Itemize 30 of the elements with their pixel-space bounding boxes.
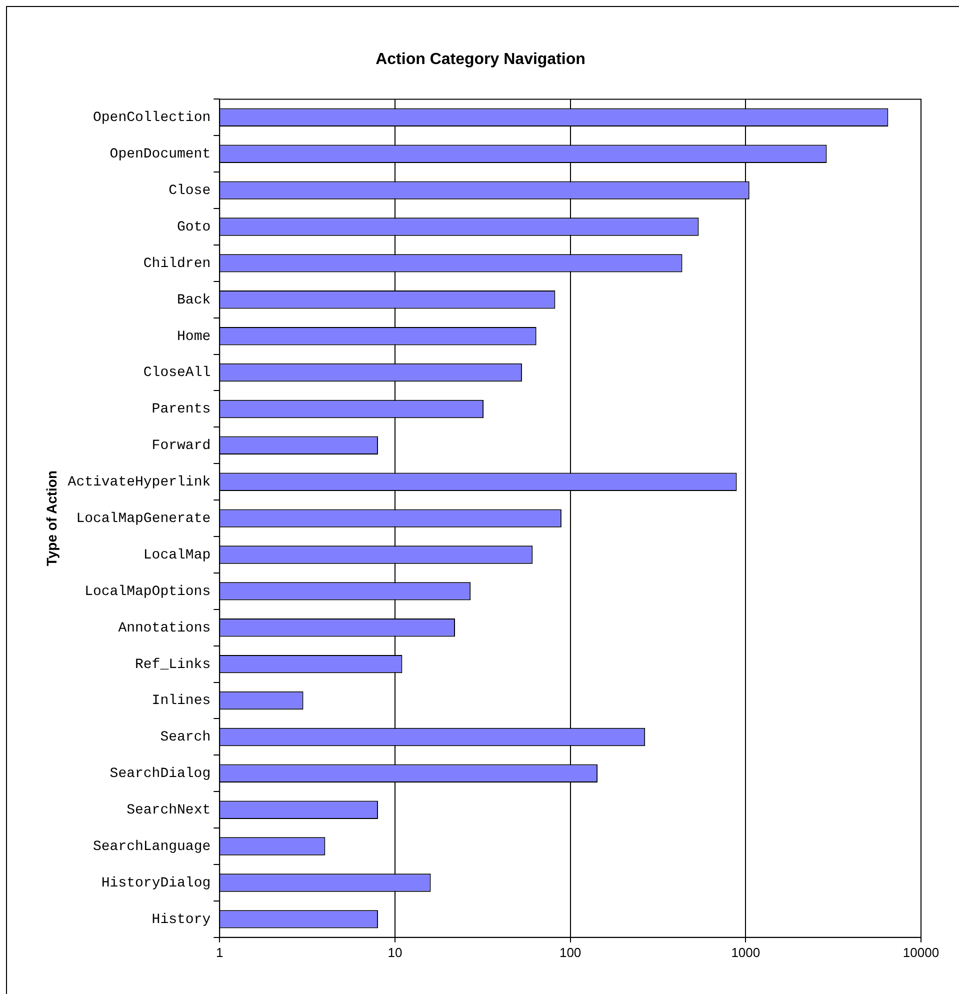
y-tick-label: Goto (177, 219, 211, 236)
y-tick-label: LocalMapOptions (84, 584, 211, 600)
y-tick-label: Parents (152, 402, 211, 418)
y-tick-label: Home (177, 328, 211, 345)
y-tick-label: HistoryDialog (101, 875, 211, 892)
y-axis-title: Type of Action (43, 470, 60, 566)
y-tick-label: History (152, 912, 211, 928)
y-tick-label: SearchDialog (110, 766, 211, 782)
y-tick-label: Inlines (152, 693, 211, 710)
y-tick-label: Search (160, 730, 211, 746)
y-tick-label: ActivateHyperlink (68, 474, 211, 491)
y-tick-label: SearchLanguage (93, 838, 211, 855)
y-tick-label: Back (177, 292, 211, 308)
y-tick-label: SearchNext (126, 802, 211, 819)
y-tick-label: Ref_Links (135, 656, 211, 673)
y-tick-label: Children (143, 256, 211, 272)
y-tick-label: OpenCollection (93, 110, 211, 126)
x-tick-label: 10 (388, 944, 402, 960)
y-tick-label: Annotations (118, 620, 211, 636)
x-tick-label: 1000 (731, 944, 760, 960)
y-tick-label: Close (168, 183, 211, 200)
y-tick-label: CloseAll (143, 365, 211, 382)
y-tick-label: LocalMap (143, 547, 211, 564)
y-tick-label: Forward (152, 438, 211, 454)
x-tick-label: 1 (216, 944, 224, 960)
y-tick-label: OpenDocument (110, 146, 211, 163)
chart-title: Action Category Navigation (376, 51, 586, 68)
x-tick-label: 10000 (902, 944, 940, 960)
x-tick-label: 100 (559, 944, 582, 960)
y-tick-label: LocalMapGenerate (76, 511, 211, 528)
